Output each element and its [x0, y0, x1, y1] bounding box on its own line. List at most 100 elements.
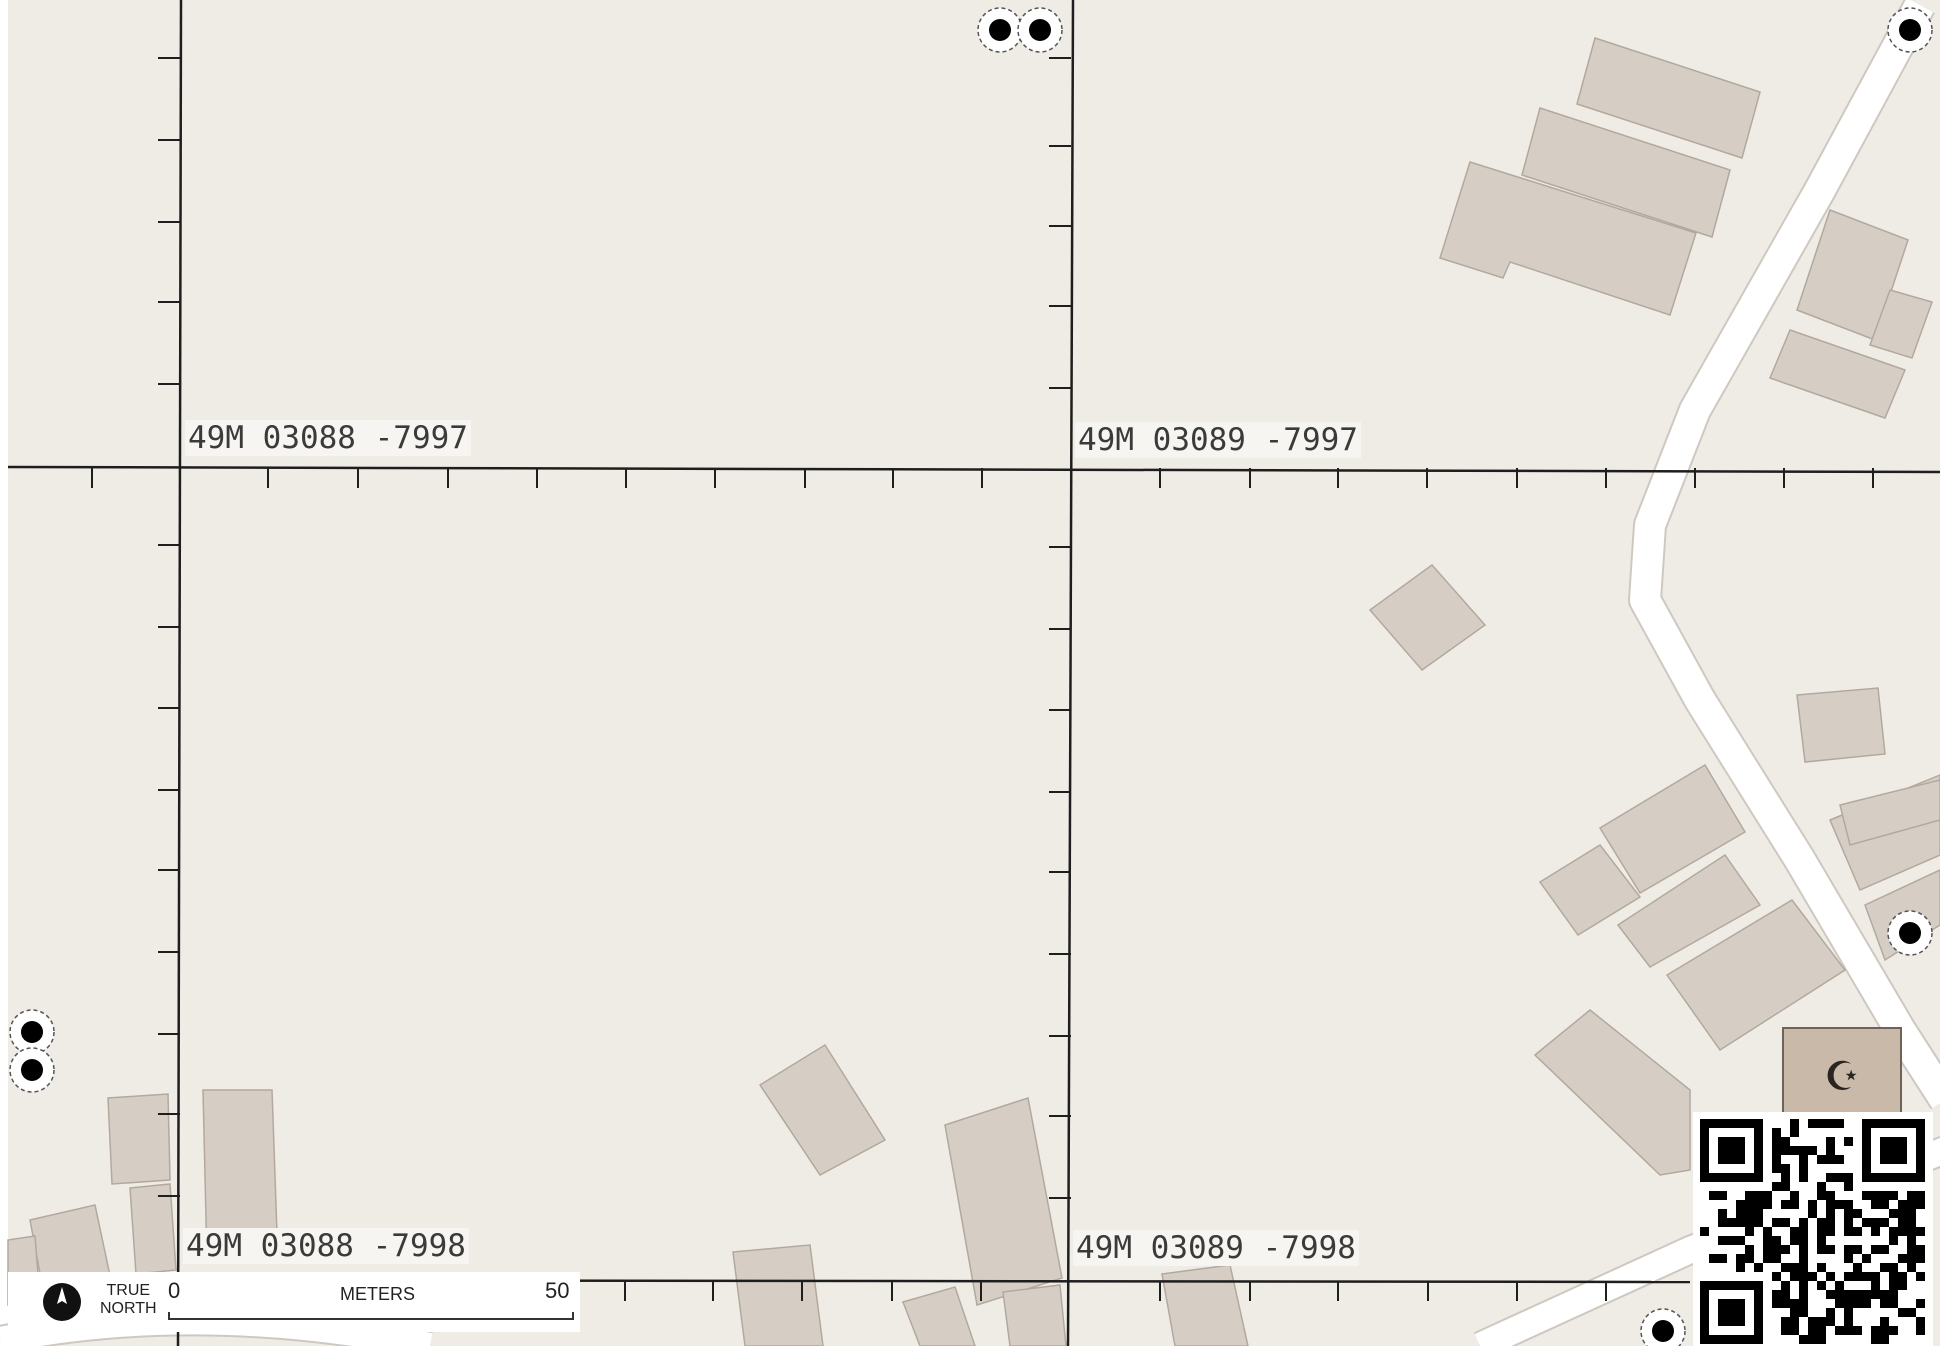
- qr-module: [1826, 1146, 1835, 1155]
- qr-module: [1853, 1326, 1862, 1335]
- qr-module: [1889, 1299, 1898, 1308]
- qr-module: [1709, 1191, 1718, 1200]
- qr-module: [1844, 1326, 1853, 1335]
- qr-module: [1898, 1218, 1907, 1227]
- north-label-line2: NORTH: [100, 1300, 157, 1317]
- qr-module: [1781, 1317, 1790, 1326]
- qr-module: [1745, 1227, 1754, 1236]
- map-marker-7[interactable]: [1640, 1308, 1686, 1346]
- map-legend: TRUE NORTH 0 METERS 50: [8, 1272, 580, 1332]
- qr-module: [1718, 1218, 1727, 1227]
- building-20: [129, 1183, 177, 1275]
- qr-module: [1907, 1200, 1916, 1209]
- qr-module: [1835, 1299, 1844, 1308]
- qr-module: [1916, 1227, 1925, 1236]
- qr-module: [1862, 1254, 1871, 1263]
- map-marker-3[interactable]: [1887, 7, 1933, 53]
- qr-module: [1871, 1335, 1880, 1344]
- qr-module: [1754, 1263, 1763, 1272]
- qr-module: [1799, 1263, 1808, 1272]
- qr-module: [1916, 1191, 1925, 1200]
- marker-dot-icon: [1652, 1320, 1674, 1342]
- qr-module: [1808, 1326, 1817, 1335]
- qr-module: [1772, 1299, 1781, 1308]
- qr-module: [1844, 1254, 1853, 1263]
- qr-module: [1772, 1254, 1781, 1263]
- qr-module: [1889, 1209, 1898, 1218]
- scale-min-label: 0: [168, 1278, 181, 1303]
- grid-line-west: [176, 0, 183, 1346]
- qr-module: [1844, 1245, 1853, 1254]
- qr-module: [1790, 1236, 1799, 1245]
- map-marker-5[interactable]: [9, 1047, 55, 1093]
- qr-module: [1790, 1308, 1799, 1317]
- qr-module: [1826, 1155, 1835, 1164]
- qr-module: [1853, 1263, 1862, 1272]
- building-1: [1576, 37, 1761, 159]
- qr-module: [1889, 1272, 1898, 1281]
- qr-module: [1826, 1173, 1835, 1182]
- qr-module: [1790, 1263, 1799, 1272]
- qr-module: [1844, 1200, 1853, 1209]
- qr-module: [1844, 1209, 1853, 1218]
- qr-module: [1781, 1137, 1790, 1146]
- qr-module: [1781, 1173, 1790, 1182]
- qr-module: [1826, 1290, 1835, 1299]
- qr-module: [1862, 1191, 1871, 1200]
- qr-module: [1907, 1308, 1916, 1317]
- qr-module: [1754, 1218, 1763, 1227]
- building-6: [1769, 329, 1906, 419]
- qr-module: [1727, 1218, 1736, 1227]
- grid-label-se: 49M 03089 -7998: [1073, 1230, 1359, 1266]
- qr-module: [1862, 1218, 1871, 1227]
- qr-module: [1826, 1218, 1835, 1227]
- qr-module: [1817, 1191, 1826, 1200]
- building-17: [944, 1097, 1063, 1306]
- map-marker-2[interactable]: [1017, 7, 1063, 53]
- qr-module: [1916, 1317, 1925, 1326]
- qr-module: [1853, 1227, 1862, 1236]
- qr-module: [1781, 1245, 1790, 1254]
- building-16: [758, 1043, 887, 1176]
- qr-module: [1817, 1155, 1826, 1164]
- grid-label-ne: 49M 03089 -7997: [1075, 422, 1361, 458]
- qr-module: [1844, 1290, 1853, 1299]
- qr-module: [1808, 1146, 1817, 1155]
- qr-module: [1799, 1272, 1808, 1281]
- qr-module: [1916, 1200, 1925, 1209]
- qr-module: [1826, 1209, 1835, 1218]
- qr-module: [1799, 1146, 1808, 1155]
- qr-code: [1693, 1112, 1933, 1346]
- qr-module: [1799, 1155, 1808, 1164]
- qr-module: [1916, 1326, 1925, 1335]
- qr-module: [1853, 1272, 1862, 1281]
- building-5: [1869, 289, 1933, 359]
- qr-module: [1799, 1236, 1808, 1245]
- qr-module: [1790, 1326, 1799, 1335]
- qr-module: [1799, 1227, 1808, 1236]
- north-label-line1: TRUE: [106, 1282, 151, 1299]
- qr-module: [1736, 1236, 1745, 1245]
- qr-module: [1880, 1317, 1889, 1326]
- qr-module: [1880, 1245, 1889, 1254]
- qr-module: [1871, 1326, 1880, 1335]
- qr-module: [1790, 1200, 1799, 1209]
- qr-module: [1763, 1200, 1772, 1209]
- qr-module: [1781, 1263, 1790, 1272]
- qr-module: [1781, 1218, 1790, 1227]
- map-marker-6[interactable]: [1887, 910, 1933, 956]
- qr-module: [1907, 1236, 1916, 1245]
- qr-module: [1880, 1290, 1889, 1299]
- map-marker-1[interactable]: [977, 7, 1023, 53]
- qr-module: [1772, 1146, 1781, 1155]
- qr-module: [1745, 1218, 1754, 1227]
- north-arrow-icon: [43, 1283, 81, 1321]
- qr-module: [1871, 1200, 1880, 1209]
- qr-module: [1817, 1335, 1826, 1344]
- grid-label-nw: 49M 03088 -7997: [185, 420, 471, 456]
- map-marker-4[interactable]: [9, 1009, 55, 1055]
- qr-module: [1799, 1299, 1808, 1308]
- qr-module: [1790, 1272, 1799, 1281]
- qr-module: [1808, 1209, 1817, 1218]
